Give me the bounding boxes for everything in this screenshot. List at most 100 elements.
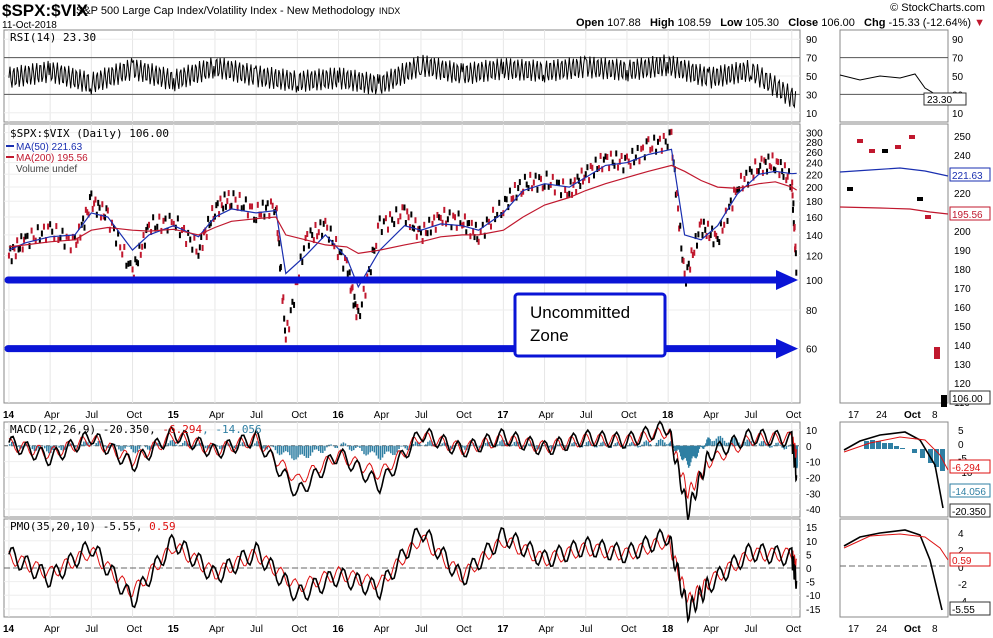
price-bar [261, 199, 264, 206]
pmo-x-tick: Jul [415, 624, 428, 635]
price-x-tick: Apr [539, 410, 555, 421]
pmo-zoom-x-tick: 24 [876, 624, 888, 635]
macd-y-tick: -40 [806, 505, 821, 516]
macd-histogram-bar [377, 445, 380, 459]
price-bar [604, 153, 607, 160]
macd-histogram-bar [678, 445, 680, 450]
price-bar [591, 164, 594, 171]
macd-histogram-bar [239, 444, 242, 446]
macd-histogram-bar [657, 440, 660, 446]
price-bar [701, 231, 704, 238]
macd-histogram-bar [50, 445, 52, 453]
macd-zoom-bar [864, 441, 869, 449]
price-bar [668, 129, 671, 136]
macd-histogram-bar [425, 444, 427, 446]
price-bar [748, 166, 751, 173]
macd-histogram-bar [217, 445, 219, 447]
rsi-zoom-y-tick: 70 [952, 54, 964, 65]
macd-histogram-bar [363, 445, 365, 455]
price-bar [286, 319, 289, 326]
price-bar [83, 224, 86, 231]
macd-histogram-bar [677, 445, 679, 450]
price-bar [551, 173, 554, 180]
price-bar [268, 212, 271, 219]
macd-histogram-bar [593, 445, 596, 448]
price-bar [204, 227, 207, 234]
macd-histogram-bar [200, 442, 203, 446]
macd-histogram-bar [157, 442, 159, 446]
price-bar [448, 209, 451, 216]
price-bar [369, 269, 372, 276]
pmo-y-tick: -15 [806, 605, 821, 616]
price-bar [178, 232, 181, 239]
price-bar [216, 200, 219, 207]
price-bar [393, 221, 396, 228]
macd-y-tick: -10 [806, 458, 821, 469]
price-bar [275, 205, 278, 212]
price-bar [763, 157, 766, 164]
price-bar [152, 214, 155, 221]
price-bar [539, 175, 542, 182]
price-bar [647, 136, 650, 143]
macd-histogram-bar [637, 445, 639, 448]
price-bar [65, 233, 68, 240]
price-bar [242, 204, 245, 211]
macd-histogram-bar [8, 444, 11, 446]
price-bar [209, 220, 212, 227]
macd-histogram-bar [558, 443, 561, 446]
macd-histogram-bar [241, 442, 244, 446]
price-bar [166, 227, 169, 234]
macd-histogram-bar [673, 445, 675, 448]
rsi-zoom-y-tick: 50 [952, 72, 964, 83]
price-bar [14, 253, 17, 260]
price-bar [658, 135, 661, 142]
price-bar [429, 229, 432, 236]
price-bar [660, 147, 663, 154]
macd-histogram-bar [764, 442, 767, 446]
zoom-price-y-tick: 250 [954, 132, 971, 143]
macd-legend: MACD(12,26,9) -20.350, -6.294, -14.056 [10, 423, 262, 436]
macd-histogram-bar [581, 445, 584, 448]
price-bar [602, 156, 605, 163]
price-bar [592, 172, 595, 179]
price-bar [731, 205, 734, 212]
price-bar [185, 240, 188, 247]
price-bar [782, 173, 785, 180]
price-x-tick: Oct [127, 410, 143, 421]
price-bar [145, 227, 148, 234]
price-bar [82, 215, 85, 222]
macd-histogram-bar [348, 445, 351, 450]
macd-last-value: -20.350 [952, 507, 986, 518]
zoom-price-bar [869, 149, 875, 153]
macd-histogram-bar [685, 445, 688, 461]
pmo-zoom-line [843, 529, 943, 611]
price-bar [134, 256, 137, 263]
macd-histogram-bar [686, 445, 689, 465]
macd-histogram-bar [785, 445, 788, 449]
price-bar [794, 250, 797, 257]
price-bar [226, 198, 229, 205]
price-bar [738, 186, 741, 193]
price-bar [211, 205, 214, 212]
price-bar [23, 236, 26, 243]
price-bar [42, 223, 45, 230]
price-bar [353, 293, 356, 300]
macd-histogram-bar [317, 445, 320, 452]
price-bar [293, 301, 296, 308]
macd-histogram-bar [62, 445, 65, 452]
macd-histogram-bar [616, 442, 619, 446]
price-bar [277, 235, 280, 242]
macd-histogram-bar [587, 441, 590, 446]
macd-histogram-bar [385, 445, 388, 452]
price-bar [326, 224, 329, 231]
price-bar [229, 203, 232, 210]
macd-histogram-last-value: -14.056 [952, 487, 986, 498]
price-bar [474, 221, 477, 228]
zoom-panel-frame-macd [839, 421, 949, 518]
price-bar [40, 230, 43, 237]
macd-histogram-bar [355, 445, 357, 448]
macd-histogram-bar [233, 445, 235, 448]
price-bar [756, 168, 759, 175]
macd-histogram-bar [204, 445, 207, 449]
macd-histogram-bar [451, 445, 454, 450]
